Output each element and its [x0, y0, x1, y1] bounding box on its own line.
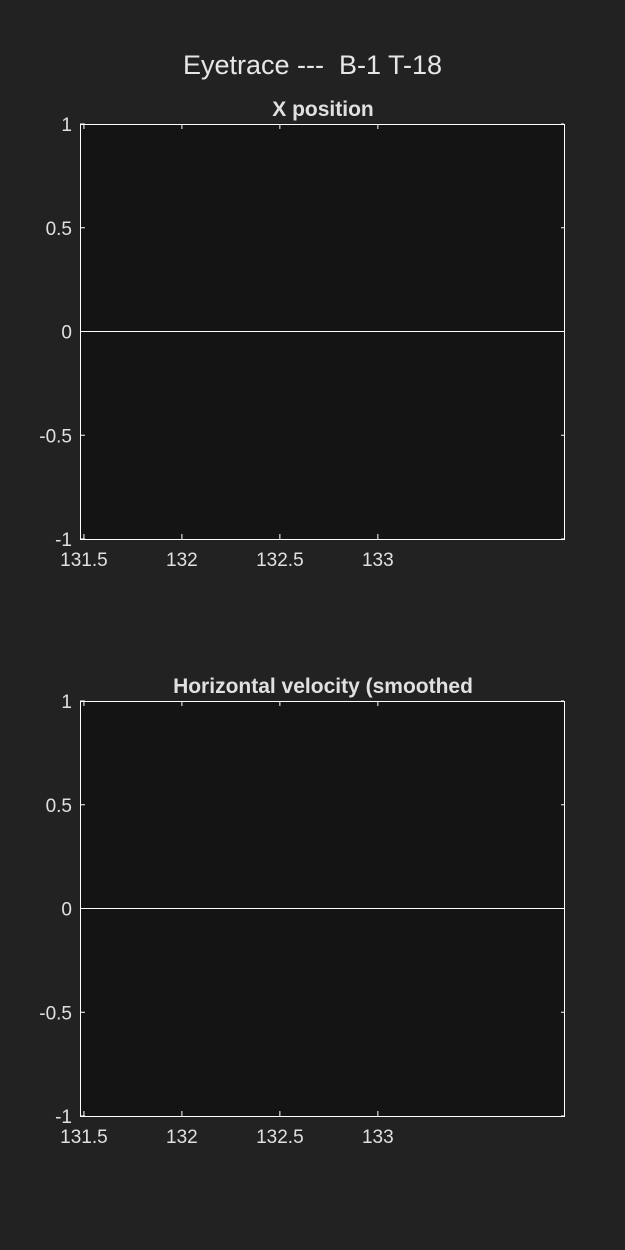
axes-title: X position	[272, 98, 374, 121]
y-tick-label: 1	[61, 115, 72, 136]
x-tick-label: 133	[362, 550, 394, 571]
x-tick-label: 132	[166, 1127, 198, 1148]
axes-box	[80, 701, 565, 1117]
y-tick-label: -0.5	[39, 426, 72, 447]
y-tick-label: 0	[61, 900, 72, 921]
axes-box	[80, 124, 565, 540]
y-tick-label: -1	[55, 530, 72, 551]
y-tick-label: 0.5	[46, 219, 72, 240]
x-tick-label: 131.5	[60, 1127, 108, 1148]
horizontal-velocity-plot: Horizontal velocity (smoothed 131.5 132 132…	[39, 675, 565, 1148]
x-tick-label: 133	[362, 1127, 394, 1148]
y-tick-label: -1	[55, 1107, 72, 1128]
x-tick-label: 132	[166, 550, 198, 571]
x-position-plot: X position 131.5 132 132.5 133 1 0.5 0 -0.5 -1	[39, 98, 565, 571]
y-tick-label: 0.5	[46, 796, 72, 817]
y-tick-label: 1	[61, 692, 72, 713]
y-tick-label: 0	[61, 323, 72, 344]
x-tick-label: 131.5	[60, 550, 108, 571]
x-tick-label: 132.5	[256, 1127, 304, 1148]
y-tick-label: -0.5	[39, 1003, 72, 1024]
figure-title: Eyetrace --- B-1 T-18	[182, 50, 443, 80]
x-tick-label: 132.5	[256, 550, 304, 571]
axes-title: Horizontal velocity (smoothed	[173, 675, 473, 698]
